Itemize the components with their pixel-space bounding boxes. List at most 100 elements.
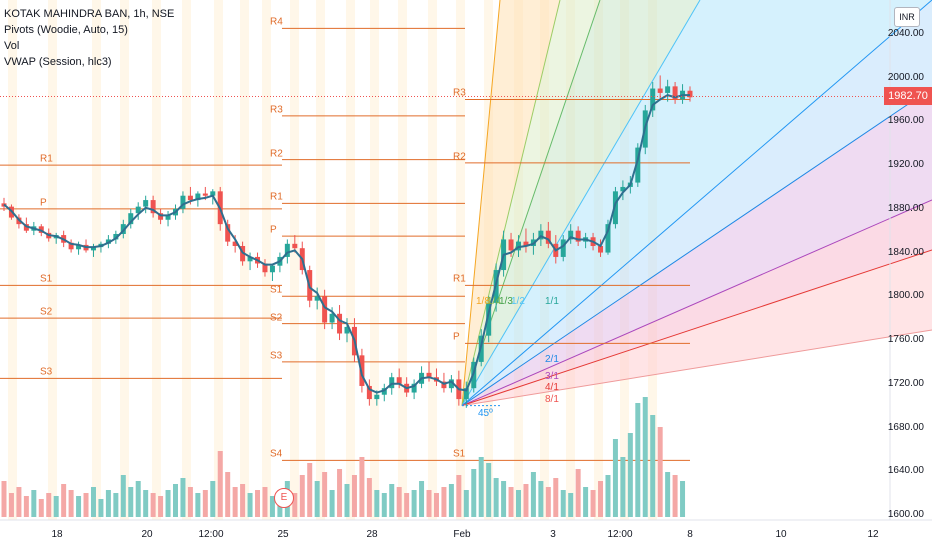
candle-body <box>292 243 298 249</box>
candle-body <box>113 233 119 240</box>
session-stripe <box>370 0 379 520</box>
gann-fan-zone <box>462 0 932 406</box>
currency-badge[interactable]: INR <box>894 7 920 27</box>
volume-bar <box>530 472 536 517</box>
candle-body <box>374 394 380 400</box>
volume-bar <box>635 403 641 517</box>
candle-body <box>23 224 29 231</box>
session-stripe <box>346 0 355 520</box>
session-stripe <box>428 0 437 520</box>
pivot-label-r3: R3 <box>270 104 283 116</box>
candle-body <box>523 241 529 247</box>
candle-body <box>262 263 268 273</box>
candle-body <box>598 246 604 253</box>
candle-body <box>612 191 618 225</box>
pivots-indicator-label[interactable]: Pivots (Woodie, Auto, 15) <box>4 24 128 36</box>
pivot-label-p: P <box>270 224 277 236</box>
vwap-line <box>3 94 690 394</box>
volume-bar <box>202 490 208 517</box>
candle-body <box>545 230 551 244</box>
symbol-title[interactable]: KOTAK MAHINDRA BAN, 1h, NSE <box>4 8 175 20</box>
gann-fan-label: 1/3 <box>499 296 513 307</box>
time-tick-label: Feb <box>453 529 471 540</box>
volume-bar <box>612 439 618 517</box>
pivot-label-s1: S1 <box>453 448 466 460</box>
candle-body <box>210 191 216 196</box>
candle-body <box>620 186 626 192</box>
vwap-indicator-label[interactable]: VWAP (Session, hlc3) <box>4 56 112 68</box>
volume-bar <box>329 490 335 517</box>
volume-bar <box>240 484 246 517</box>
gann-fan-ray <box>461 0 601 406</box>
candle-body <box>322 296 328 323</box>
volume-bar <box>61 484 67 517</box>
volume-bar <box>657 427 663 517</box>
session-stripe <box>262 0 271 520</box>
volume-indicator-label[interactable]: Vol <box>4 40 20 52</box>
volume-bar <box>46 493 52 517</box>
volume-bar <box>76 496 82 517</box>
volume-bar <box>396 487 402 517</box>
price-tick-label: 1800.00 <box>887 290 924 302</box>
gann-fan-ray <box>461 329 932 407</box>
volume-bar <box>187 487 193 517</box>
candle-body <box>463 388 469 400</box>
gann-fan-label: 2/1 <box>545 354 559 365</box>
volume-bar <box>299 475 305 517</box>
volume-bar <box>419 481 425 517</box>
candle-body <box>247 256 253 262</box>
earnings-badge[interactable]: E <box>274 488 294 508</box>
price-tick-label: 1760.00 <box>887 334 924 346</box>
volume-bar <box>486 463 492 517</box>
gann-fan-label: 3/1 <box>545 371 559 382</box>
session-stripe <box>120 0 129 520</box>
volume-bar <box>433 493 439 517</box>
volume-bar <box>217 451 223 517</box>
time-tick-label: 10 <box>775 529 787 540</box>
candle-body <box>90 247 96 251</box>
time-tick-label: 25 <box>277 529 289 540</box>
volume-bar <box>381 493 387 517</box>
volume-bar <box>642 397 648 517</box>
volume-bar <box>232 487 238 517</box>
volume-bar <box>180 478 186 517</box>
candle-body <box>396 377 402 384</box>
candle-body <box>38 226 44 233</box>
candle-body <box>411 383 417 393</box>
price-tick-label: 1840.00 <box>887 246 924 258</box>
volume-bar <box>568 493 574 517</box>
candle-body <box>568 230 574 240</box>
volume-bar <box>680 481 686 517</box>
volume-bar <box>23 496 29 517</box>
chart-legend: KOTAK MAHINDRA BAN, 1h, NSE Pivots (Wood… <box>4 6 174 70</box>
volume-bar <box>493 478 499 517</box>
candle-body <box>329 313 335 323</box>
volume-bar <box>620 457 626 517</box>
candle-body <box>120 224 126 234</box>
pivot-label-r4: R4 <box>270 16 283 28</box>
candle-body <box>344 326 350 334</box>
volume-bar <box>553 478 559 517</box>
candle-body <box>180 195 186 209</box>
time-tick-label: 12 <box>867 529 879 540</box>
volume-bar <box>269 496 275 517</box>
candle-body <box>605 224 611 253</box>
volume-bar <box>8 493 14 517</box>
volume-bar <box>359 457 365 517</box>
gann-fan-label: 1/8 <box>476 296 490 307</box>
candle-body <box>337 313 343 334</box>
gann-fan-zone <box>462 0 932 406</box>
candle-body <box>672 86 678 100</box>
candle-body <box>269 265 275 273</box>
candle-body <box>143 200 149 207</box>
volume-bar <box>441 487 447 517</box>
gann-fan-label: 4/1 <box>545 382 559 393</box>
volume-bar <box>90 487 96 517</box>
last-price-tag: 1982.70 <box>884 87 932 105</box>
volume-bar <box>463 490 469 517</box>
volume-bar <box>31 490 37 517</box>
pivot-label-r1: R1 <box>270 191 283 203</box>
candle-body <box>508 239 514 251</box>
